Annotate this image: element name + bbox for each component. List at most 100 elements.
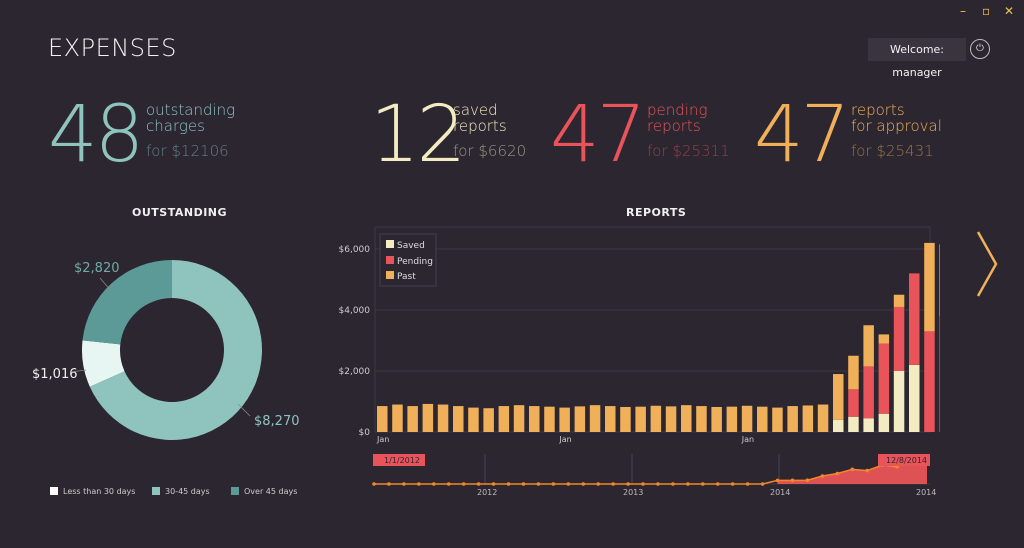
timeline-year-2013: 2013 bbox=[623, 488, 643, 497]
bar-pending[interactable] bbox=[924, 331, 935, 432]
bar-past[interactable] bbox=[939, 244, 940, 317]
bar-past[interactable] bbox=[893, 294, 905, 307]
bar-pending[interactable] bbox=[878, 343, 890, 414]
legend-over-45: Over 45 days bbox=[231, 487, 297, 496]
bar-past[interactable] bbox=[650, 405, 662, 432]
bar-pending[interactable] bbox=[863, 366, 874, 419]
bar-past[interactable] bbox=[772, 407, 783, 432]
legend-label-past: Past bbox=[397, 272, 416, 282]
timeline-end-handle[interactable] bbox=[878, 454, 930, 466]
bar-saved[interactable] bbox=[848, 416, 859, 432]
kpi-label-1: pending bbox=[647, 101, 708, 119]
donut-slice-2[interactable] bbox=[82, 260, 172, 345]
legend-swatch-pending bbox=[386, 256, 394, 264]
timeline-point bbox=[671, 482, 675, 486]
bar-past[interactable] bbox=[665, 406, 677, 432]
bar-past[interactable] bbox=[848, 355, 859, 390]
timeline-start-handle[interactable] bbox=[373, 454, 425, 466]
minimize-button[interactable]: – bbox=[960, 4, 966, 18]
kpi-subtext: for $25431 bbox=[851, 142, 934, 160]
bar-pending[interactable] bbox=[848, 389, 859, 417]
y-tick-label: $0 bbox=[359, 428, 371, 438]
x-tick-label: Jan bbox=[376, 435, 389, 444]
bar-past[interactable] bbox=[498, 406, 510, 432]
bar-past[interactable] bbox=[924, 242, 935, 332]
bar-past[interactable] bbox=[407, 406, 418, 432]
bar-past[interactable] bbox=[711, 406, 722, 432]
chevron-right-icon[interactable] bbox=[974, 228, 1000, 300]
bar-saved[interactable] bbox=[909, 364, 920, 432]
bar-past[interactable] bbox=[863, 325, 874, 367]
bar-past[interactable] bbox=[392, 404, 403, 432]
reports-legend: Saved Pending Past bbox=[379, 233, 437, 287]
kpi-subtext: for $6620 bbox=[453, 142, 527, 160]
welcome-badge[interactable]: Welcome: manager bbox=[868, 38, 966, 79]
bar-past[interactable] bbox=[833, 374, 844, 420]
bar-past[interactable] bbox=[726, 406, 738, 432]
donut-slice-0[interactable] bbox=[89, 260, 262, 440]
bar-past[interactable] bbox=[817, 404, 829, 432]
kpi-number: 47 bbox=[550, 90, 646, 180]
bar-past[interactable] bbox=[741, 405, 753, 432]
bar-past[interactable] bbox=[696, 406, 707, 432]
legend-label-saved: Saved bbox=[397, 241, 425, 251]
kpi-label-1: outstanding bbox=[146, 101, 236, 119]
bar-past[interactable] bbox=[802, 405, 814, 432]
bar-past[interactable] bbox=[757, 406, 768, 432]
timeline-point bbox=[521, 482, 526, 486]
bar-saved[interactable] bbox=[863, 418, 874, 432]
y-tick-label: $6,000 bbox=[339, 245, 371, 255]
kpi-label-1: reports bbox=[851, 101, 905, 119]
legend-swatch bbox=[152, 487, 160, 495]
bar-pending[interactable] bbox=[939, 316, 940, 432]
bar-past[interactable] bbox=[605, 406, 616, 432]
power-icon[interactable]: ⏻ bbox=[970, 39, 990, 59]
timeline-point bbox=[581, 482, 586, 486]
bar-past[interactable] bbox=[878, 334, 890, 344]
bar-pending[interactable] bbox=[893, 306, 905, 371]
timeline-start-label: 1/1/2012 bbox=[384, 456, 420, 465]
close-button[interactable]: ✕ bbox=[1004, 4, 1015, 18]
timeline-year-2014-end: 2014 bbox=[916, 488, 936, 497]
bar-past[interactable] bbox=[453, 406, 464, 432]
kpi-subtext: for $25311 bbox=[647, 142, 730, 160]
bar-past[interactable] bbox=[589, 405, 601, 432]
bar-past[interactable] bbox=[574, 406, 586, 432]
bar-past[interactable] bbox=[635, 406, 646, 432]
bar-saved[interactable] bbox=[878, 413, 890, 432]
y-tick-label: $2,000 bbox=[339, 367, 371, 377]
bar-past[interactable] bbox=[468, 407, 479, 432]
timeline-point bbox=[835, 471, 840, 476]
kpi-label-2: reports bbox=[647, 117, 701, 135]
bar-past[interactable] bbox=[787, 406, 798, 432]
timeline-point bbox=[506, 482, 511, 486]
bar-past[interactable] bbox=[377, 406, 388, 432]
bar-past[interactable] bbox=[681, 405, 692, 432]
legend-swatch bbox=[231, 487, 239, 495]
timeline-point bbox=[745, 482, 750, 486]
bar-past[interactable] bbox=[422, 403, 434, 432]
kpi-subtext: for $12106 bbox=[146, 142, 229, 160]
kpi-number: 48 bbox=[48, 90, 144, 180]
donut-slice-1[interactable] bbox=[82, 340, 125, 387]
bar-pending[interactable] bbox=[909, 273, 920, 365]
timeline-navigator[interactable]: 1/1/2012 12/8/2014 2012 2013 2014 2014 bbox=[372, 454, 936, 497]
bar-past[interactable] bbox=[544, 406, 555, 432]
plot-frame bbox=[374, 226, 931, 433]
bar-saved[interactable] bbox=[893, 371, 905, 432]
bar-past[interactable] bbox=[513, 405, 525, 432]
timeline-point bbox=[775, 478, 780, 483]
bar-past[interactable] bbox=[529, 406, 540, 432]
timeline-point bbox=[611, 482, 615, 486]
donut-label-over45: $2,820 bbox=[74, 261, 120, 276]
x-tick-label: Jan bbox=[558, 435, 571, 444]
bar-past[interactable] bbox=[437, 404, 449, 432]
bar-past[interactable] bbox=[559, 407, 570, 432]
timeline-point bbox=[865, 468, 870, 473]
maximize-button[interactable]: ▫ bbox=[982, 4, 991, 18]
timeline-point bbox=[596, 482, 600, 486]
reports-title: REPORTS bbox=[626, 206, 687, 219]
bar-past[interactable] bbox=[483, 408, 494, 432]
bar-saved[interactable] bbox=[833, 419, 844, 432]
bar-past[interactable] bbox=[620, 406, 631, 432]
